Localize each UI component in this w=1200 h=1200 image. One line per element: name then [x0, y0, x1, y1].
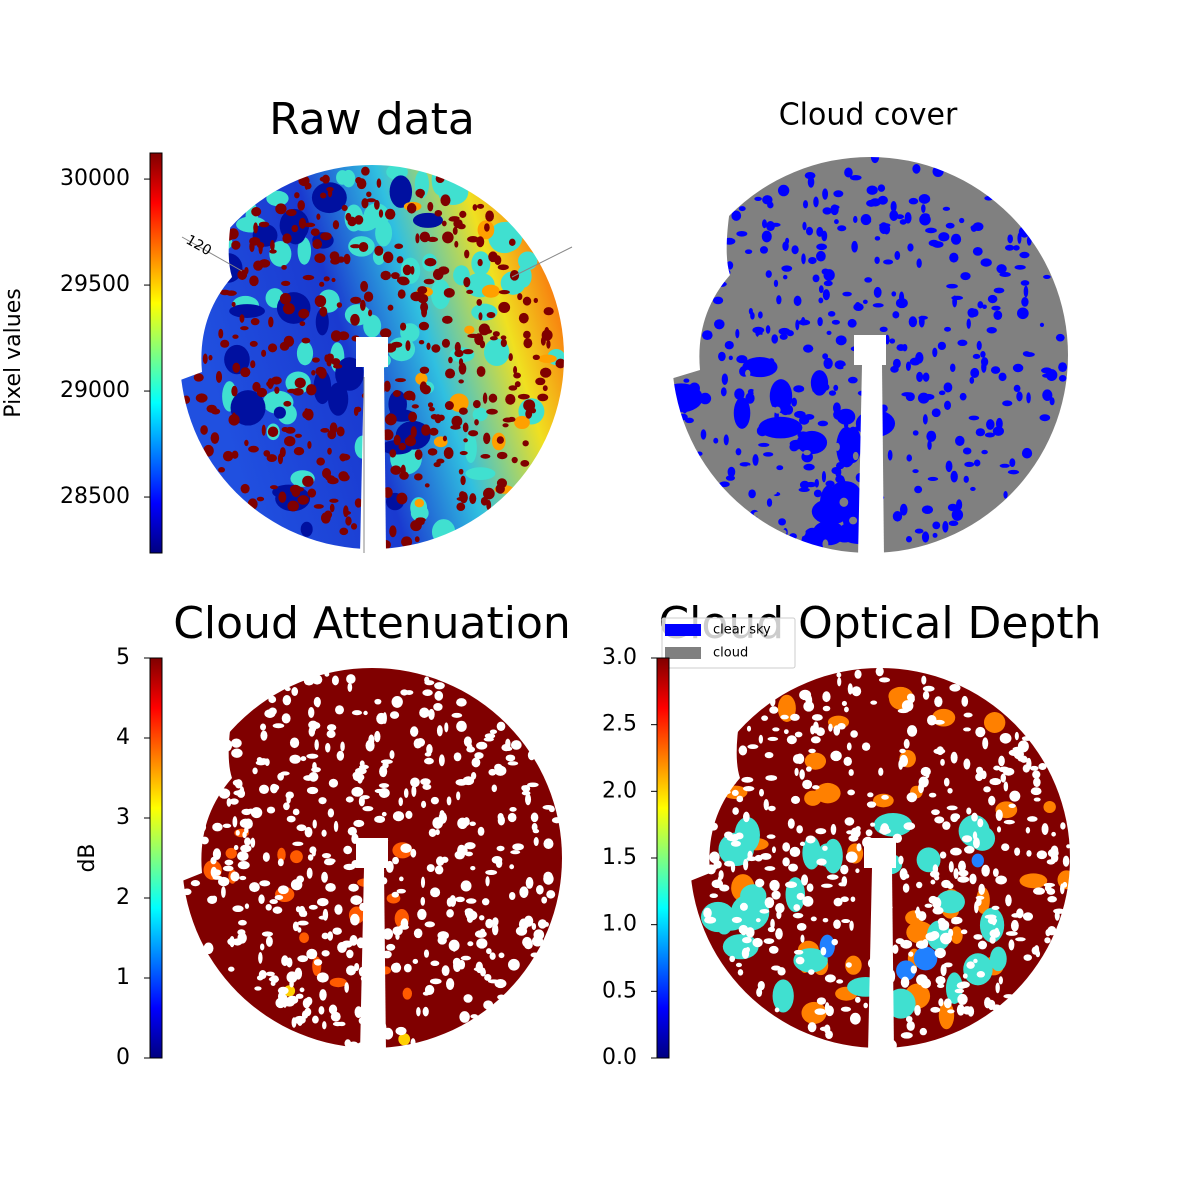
colorbar: [149, 152, 163, 554]
colorbar-tick-label: 2: [116, 885, 130, 910]
colorbar-label: Pixel values: [1, 288, 26, 417]
legend-swatch: [665, 647, 701, 659]
polar-grid: [181, 236, 243, 272]
polar-grid: [511, 246, 573, 278]
colorbar-tick-label: 1: [116, 965, 130, 990]
sky-image: [658, 151, 1068, 561]
colorbar-tick-label: 2.0: [602, 778, 637, 803]
colorbar-tick-label: 3.0: [602, 645, 637, 670]
sky-image: [182, 668, 562, 1053]
legend-label: clear sky: [713, 623, 771, 638]
colorbar-tick-label: 29000: [60, 378, 130, 403]
panel-title: Raw data: [269, 94, 475, 145]
colorbar-tick-label: 1.0: [602, 912, 637, 937]
sky-image: [685, 666, 1076, 1051]
colorbar-tick-label: 0: [116, 1045, 130, 1070]
sky-image: [178, 164, 566, 550]
colorbar: [149, 657, 163, 1059]
colorbar-tick-label: 0.5: [602, 978, 637, 1003]
colorbar-tick-label: 2.5: [602, 712, 637, 737]
colorbar-tick-label: 29500: [60, 272, 130, 297]
legend-swatch: [665, 624, 701, 636]
colorbar: [656, 657, 670, 1059]
colorbar-tick-label: 0.0: [602, 1045, 637, 1070]
colorbar-tick-label: 3: [116, 805, 130, 830]
colorbar-tick-label: 30000: [60, 166, 130, 191]
colorbar-label: dB: [75, 843, 100, 872]
colorbar-tick-label: 5: [116, 645, 130, 670]
panel-title: Cloud cover: [779, 98, 958, 133]
legend-label: cloud: [713, 646, 748, 661]
panel-title: Cloud Attenuation: [173, 598, 571, 649]
colorbar-tick-label: 1.5: [602, 845, 637, 870]
colorbar-tick-label: 4: [116, 725, 130, 750]
colorbar-tick-label: 28500: [60, 484, 130, 509]
